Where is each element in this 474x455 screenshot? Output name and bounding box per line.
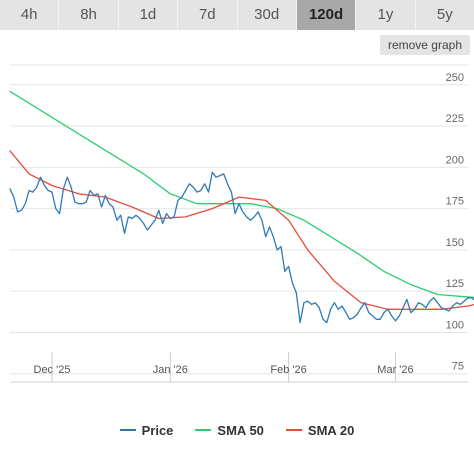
tab-8h[interactable]: 8h — [59, 0, 119, 30]
price-line — [9, 171, 474, 324]
legend-swatch-sma20 — [285, 429, 302, 431]
sma50-line — [9, 90, 474, 299]
y-tick-label-75: 75 — [452, 361, 464, 373]
timeframe-tabs: 4h 8h 1d 7d 30d 120d 1y 5y — [0, 0, 474, 30]
legend-swatch-sma50 — [195, 429, 212, 431]
legend-item-sma20[interactable]: SMA 20 — [285, 422, 355, 438]
legend-item-sma50[interactable]: SMA 50 — [195, 422, 264, 438]
x-tick-label-3: Mar '26 — [377, 364, 413, 376]
x-tick-label-1: Jan '26 — [153, 364, 188, 376]
tab-120d[interactable]: 120d — [296, 0, 357, 30]
tab-7d[interactable]: 7d — [178, 0, 238, 30]
tab-1d[interactable]: 1d — [118, 0, 179, 30]
price-chart: 75 100 125 150 175 200 225 250 Dec '25 Jan '26 Feb… — [9, 64, 474, 383]
y-tick-label-125: 125 — [446, 278, 464, 290]
y-tick-label-175: 175 — [446, 196, 464, 208]
chart-legend: Price SMA 50 SMA 20 — [0, 420, 474, 440]
tab-5y[interactable]: 5y — [415, 0, 474, 30]
remove-graph-button[interactable]: remove graph — [379, 35, 470, 55]
tab-30d[interactable]: 30d — [237, 0, 297, 30]
y-tick-label-100: 100 — [446, 319, 464, 331]
legend-swatch-price — [119, 429, 136, 431]
legend-label-sma20: SMA 20 — [307, 422, 355, 438]
x-tick-label-2: Feb '26 — [270, 364, 306, 376]
y-tick-label-225: 225 — [446, 113, 464, 125]
y-tick-label-250: 250 — [446, 72, 464, 84]
tab-1y[interactable]: 1y — [356, 0, 416, 30]
x-tick-label-0: Dec '25 — [34, 364, 71, 376]
sma20-line — [9, 150, 474, 310]
y-tick-label-150: 150 — [446, 237, 464, 249]
tab-4h[interactable]: 4h — [0, 0, 60, 30]
legend-label-sma50: SMA 50 — [217, 422, 264, 438]
y-tick-label-200: 200 — [446, 154, 464, 166]
legend-item-price[interactable]: Price — [119, 422, 174, 438]
legend-label-price: Price — [141, 422, 174, 438]
